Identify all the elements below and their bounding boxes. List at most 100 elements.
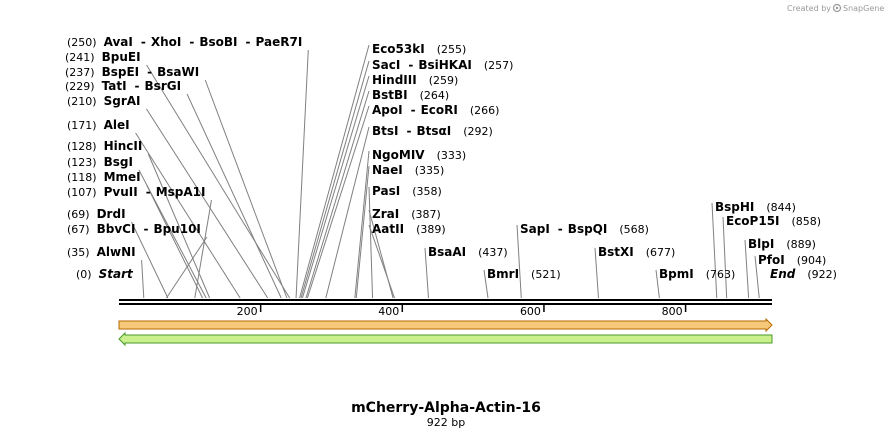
restriction-site: (35) AlwNI: [67, 245, 136, 259]
site-position-label: (333): [437, 149, 467, 162]
restriction-site: (69) DrdI: [67, 207, 126, 221]
site-position-label: (387): [411, 208, 441, 221]
site-position-label: (241): [65, 51, 95, 64]
site-labels: (250) AvaI - XhoI - BsoBI - PaeR7I(241) BpuEI(23…: [65, 35, 837, 281]
enzyme-name: Eco53kI: [372, 42, 425, 56]
enzyme-name: BsaAI: [428, 245, 466, 259]
site-leader-line: [722, 216, 728, 299]
site-leader-line: [354, 150, 370, 299]
site-leader-line: [131, 221, 169, 299]
site-position-label: (437): [478, 246, 508, 259]
restriction-site: SapI - BspQI (568): [520, 222, 649, 236]
enzyme-name: BbvCI: [97, 222, 136, 236]
axis-tick-label: 800: [662, 305, 683, 318]
site-position-label: (264): [420, 89, 450, 102]
site-separator: -: [189, 35, 194, 49]
site-leader-line: [516, 224, 522, 299]
restriction-site: NaeI (335): [372, 163, 444, 177]
enzyme-name: EcoP15I: [726, 214, 780, 228]
site-leader-line: [306, 105, 370, 299]
axis-tick-label: 600: [520, 305, 541, 318]
enzyme-name: SacI: [372, 58, 400, 72]
enzyme-name: BstXI: [598, 245, 634, 259]
site-leader-line: [368, 224, 395, 299]
restriction-site: BmrI (521): [487, 267, 561, 281]
site-leader-line: [299, 44, 370, 299]
restriction-site: BsaAI (437): [428, 245, 508, 259]
site-position-label: (128): [67, 140, 97, 153]
site-leader-line: [135, 132, 241, 299]
restriction-site: (0) Start: [76, 267, 134, 281]
site-leader-line: [146, 184, 204, 299]
restriction-site: BstBI (264): [372, 88, 449, 102]
orf-arrow: [118, 331, 773, 347]
site-position-label: (844): [766, 201, 796, 214]
restriction-site: (123) BsgI: [67, 155, 133, 169]
site-separator: -: [147, 65, 152, 79]
restriction-site: (241) BpuEI: [65, 50, 141, 64]
enzyme-name: BsaWI: [157, 65, 199, 79]
enzyme-name: AatII: [372, 222, 404, 236]
site-leader-line: [147, 153, 211, 299]
restriction-site: PasI (358): [372, 184, 442, 198]
snapgene-logo-icon: [832, 3, 842, 13]
restriction-site: BstXI (677): [598, 245, 675, 259]
restriction-site: AatII (389): [372, 222, 446, 236]
enzyme-name: Bpu10I: [153, 222, 200, 236]
restriction-site: (107) PvuII - MspA1I: [67, 185, 205, 199]
enzyme-name: PaeR7I: [256, 35, 303, 49]
site-separator: -: [411, 103, 416, 117]
site-leader-line: [300, 60, 370, 299]
site-position-label: (255): [437, 43, 467, 56]
enzyme-name: EcoRI: [421, 103, 458, 117]
site-position-label: (292): [463, 125, 493, 138]
sequence-backbone: [119, 299, 772, 305]
site-leader-line: [368, 186, 374, 299]
site-leader-line: [301, 75, 370, 299]
restriction-site: End (922): [770, 267, 837, 281]
enzyme-name: BpuEI: [102, 50, 141, 64]
site-position-label: (358): [412, 185, 442, 198]
site-position-label: (335): [415, 164, 445, 177]
site-position-label: (266): [470, 104, 500, 117]
site-leader-line: [594, 247, 599, 299]
restriction-site: (171) AleI: [67, 118, 130, 132]
enzyme-name: BsoBI: [199, 35, 237, 49]
enzyme-name: TatI: [102, 79, 127, 93]
enzyme-name: SapI: [520, 222, 550, 236]
site-position-label: (107): [67, 186, 97, 199]
enzyme-name: AleI: [104, 118, 130, 132]
enzyme-name: BtsαI: [417, 124, 452, 138]
enzyme-name: ZraI: [372, 207, 399, 221]
restriction-site: (67) BbvCI - Bpu10I: [67, 222, 201, 236]
enzyme-name: PvuII: [104, 185, 138, 199]
enzyme-name: NgoMIV: [372, 148, 425, 162]
site-leader-line: [146, 108, 269, 299]
sequence-length: 922 bp: [427, 416, 465, 429]
restriction-site: (128) HincII: [67, 139, 142, 153]
site-separator: -: [408, 58, 413, 72]
site-position-label: (889): [786, 238, 816, 251]
axis-tick-label: 400: [378, 305, 399, 318]
enzyme-name: BsiHKAI: [418, 58, 472, 72]
site-position-label: (171): [67, 119, 97, 132]
site-leader-line: [754, 255, 760, 299]
site-leader-line: [355, 165, 370, 299]
restriction-site: HindIII (259): [372, 73, 458, 87]
enzyme-name: AvaI: [104, 35, 133, 49]
site-leader-line: [483, 269, 489, 299]
site-position-label: (123): [67, 156, 97, 169]
site-position-label: (250): [67, 36, 97, 49]
restriction-site: (229) TatI - BsrGI: [65, 79, 181, 93]
restriction-site: PfoI (904): [758, 253, 826, 267]
site-leader-line: [711, 202, 718, 299]
site-leader-lines: [131, 44, 760, 299]
restriction-site: EcoP15I (858): [726, 214, 821, 228]
enzyme-name: BsrGI: [145, 79, 182, 93]
restriction-site: ZraI (387): [372, 207, 441, 221]
site-position-label: (858): [792, 215, 822, 228]
site-separator: -: [135, 79, 140, 93]
enzyme-name: BpmI: [659, 267, 694, 281]
restriction-site: BspHI (844): [715, 200, 796, 214]
